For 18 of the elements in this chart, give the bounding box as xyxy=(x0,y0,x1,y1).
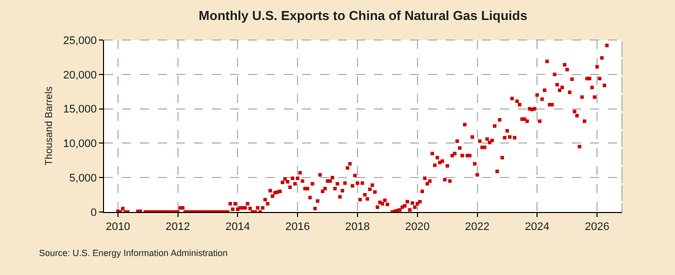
x-tick-label: 2018 xyxy=(345,221,370,234)
x-tick-label: 2016 xyxy=(285,221,310,234)
x-tick-label: 2010 xyxy=(106,221,130,234)
y-tick-label: 5,000 xyxy=(69,172,97,184)
y-tick-label: 0 xyxy=(90,206,97,219)
x-tick-label: 2026 xyxy=(584,221,610,234)
x-tick-label: 2024 xyxy=(524,221,550,234)
x-tick-label: 2012 xyxy=(166,221,190,234)
y-tick-label: 10,000 xyxy=(63,138,97,150)
y-axis-title: Thousand Barrels xyxy=(44,86,56,166)
chart-title: Monthly U.S. Exports to China of Natural Gas Liquids xyxy=(198,8,528,24)
y-tick-label: 15,000 xyxy=(63,104,97,116)
source-note: Source: U.S. Energy Information Administration xyxy=(39,248,228,258)
y-tick-label: 20,000 xyxy=(63,69,97,82)
x-tick-label: 2014 xyxy=(225,221,250,234)
x-tick-label: 2022 xyxy=(465,221,490,234)
y-tick-label: 25,000 xyxy=(63,34,97,47)
x-tick-label: 2020 xyxy=(405,221,430,234)
